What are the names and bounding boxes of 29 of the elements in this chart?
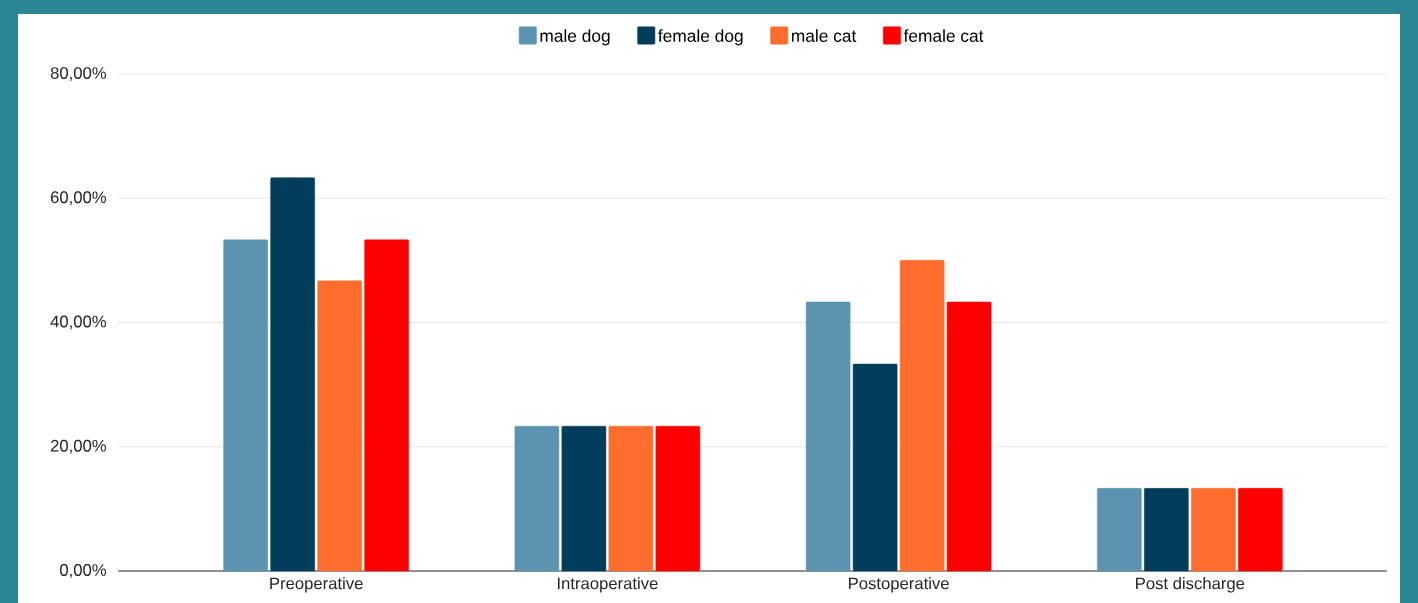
x-tick-label: Postoperative	[849, 577, 949, 593]
legend-label: male dog	[540, 29, 610, 46]
bar	[852, 363, 898, 572]
bar	[608, 425, 654, 572]
bar	[899, 260, 945, 572]
bar	[1191, 488, 1236, 572]
legend-label: male cat	[791, 29, 857, 42]
bar	[1144, 488, 1189, 572]
x-tick-label: Intraoperative	[557, 577, 658, 593]
legend-label: female dog	[658, 29, 743, 46]
bar	[561, 425, 607, 572]
bar	[655, 425, 701, 572]
y-tick-label: 40,00%	[50, 315, 107, 330]
y-tick-label: 0,00%	[60, 564, 107, 578]
y-tick-label: 20,00%	[50, 439, 107, 454]
y-tick-label: 60,00%	[50, 191, 107, 206]
bar	[805, 301, 851, 572]
bar	[270, 177, 315, 572]
x-tick-label: Preoperative	[270, 577, 363, 593]
y-tick-label: 80,00%	[50, 67, 107, 81]
bar	[1097, 488, 1142, 572]
x-tick-label: Post discharge	[1136, 577, 1245, 593]
legend-label: female cat	[903, 29, 984, 42]
bar	[1238, 488, 1283, 572]
bar	[514, 425, 560, 572]
bar	[317, 280, 362, 572]
bar	[946, 301, 992, 572]
bar	[364, 239, 409, 572]
bar	[223, 239, 268, 572]
